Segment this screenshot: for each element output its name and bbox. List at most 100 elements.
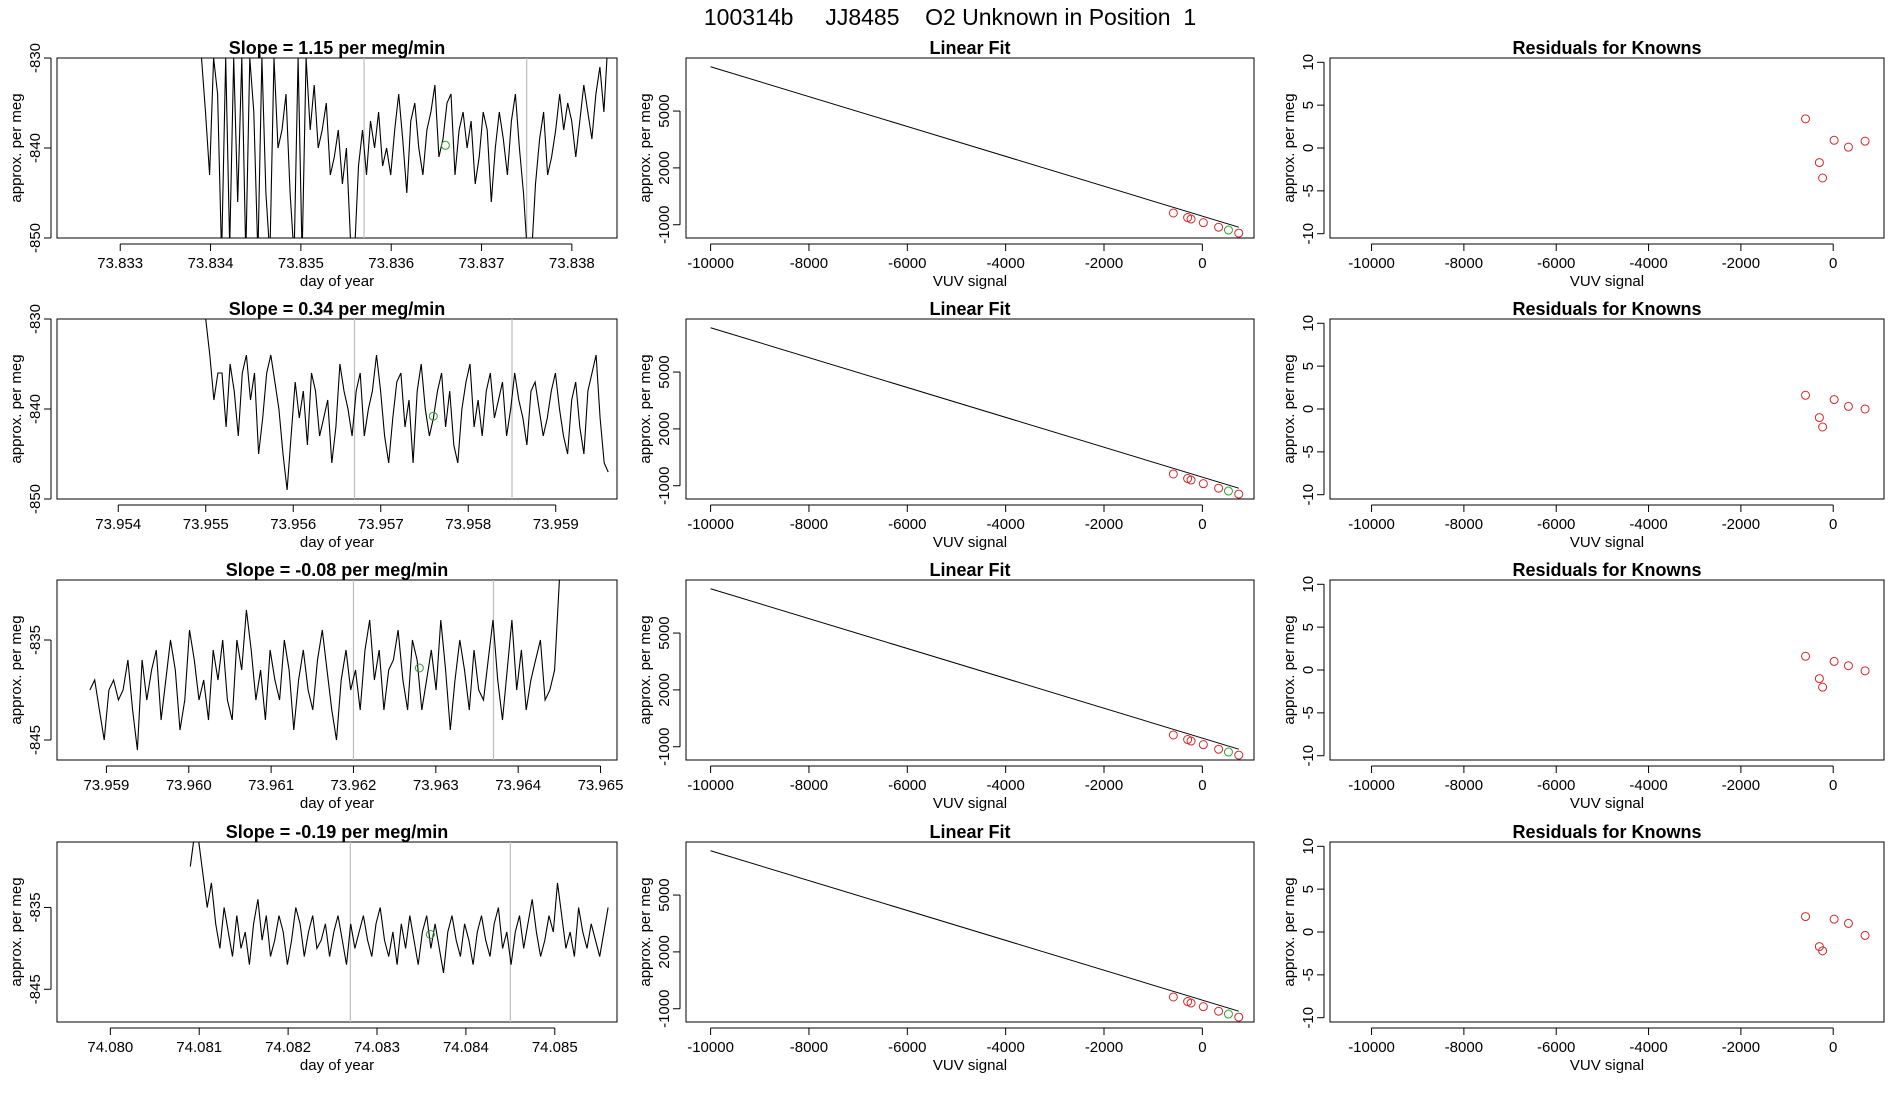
chart-12-y-tick-label: 10 <box>1300 838 1317 855</box>
chart-11-known-point <box>1214 1006 1224 1016</box>
chart-9-y-tick-label: 10 <box>1300 576 1317 593</box>
chart-8-y-tick-label: -1000 <box>656 728 673 766</box>
chart-9-residual-point <box>1801 651 1811 661</box>
chart-9-residual-point <box>1814 674 1824 684</box>
chart-6-x-tick-label: -2000 <box>1722 516 1760 533</box>
chart-2-x-tick-label: -8000 <box>790 255 828 272</box>
chart-3-residual-point <box>1814 158 1824 168</box>
chart-2-x-tick-label: -4000 <box>986 255 1024 272</box>
chart-6-residual-point <box>1801 390 1811 400</box>
chart-6-y-tick-label: -5 <box>1300 445 1317 458</box>
chart-5-unknown-point <box>1223 486 1233 496</box>
chart-5-known-point <box>1234 489 1244 499</box>
chart-9-plot-frame <box>1329 579 1885 761</box>
chart-1-title: Slope = 1.15 per meg/min <box>229 38 446 58</box>
chart-7-title: Slope = -0.08 per meg/min <box>226 560 449 580</box>
chart-3-title: Residuals for Knowns <box>1512 38 1701 58</box>
chart-5-known-point <box>1214 483 1224 493</box>
chart-4-x-tick-label: 73.958 <box>445 516 491 533</box>
chart-4-y-axis-label: approx. per meg <box>8 354 25 463</box>
chart-11-title: Linear Fit <box>929 822 1010 842</box>
chart-2-x-tick-label: -2000 <box>1085 255 1123 272</box>
chart-9-y-tick-label: -10 <box>1300 745 1317 767</box>
chart-1-unknown-point <box>440 140 450 150</box>
chart-6-residual-point <box>1814 413 1824 423</box>
chart-9-title: Residuals for Knowns <box>1512 560 1701 580</box>
chart-1-y-axis-label: approx. per meg <box>8 93 25 202</box>
chart-8-known-point <box>1214 744 1224 754</box>
chart-8-known-point <box>1168 730 1178 740</box>
chart-3-y-tick-label: 5 <box>1300 101 1317 109</box>
chart-5-fit-line <box>710 327 1239 489</box>
chart-5-y-axis-label: approx. per meg <box>637 354 654 463</box>
page-title: 100314b JJ8485 O2 Unknown in Position 1 <box>703 4 1197 30</box>
chart-12-y-tick-label: -10 <box>1300 1007 1317 1029</box>
chart-9-x-tick-label: -10000 <box>1348 777 1395 794</box>
chart-2-known-point <box>1214 222 1224 232</box>
chart-11-x-tick-label: -4000 <box>986 1039 1024 1056</box>
chart-8-y-tick-label: 2000 <box>656 673 673 706</box>
chart-12-x-tick-label: -6000 <box>1537 1039 1575 1056</box>
chart-4-x-tick-label: 73.959 <box>533 516 579 533</box>
chart-1-y-tick-label: -850 <box>27 223 44 253</box>
chart-3-plot-frame <box>1329 57 1885 239</box>
chart-12-residual-point <box>1818 946 1828 956</box>
chart-2-y-tick-label: -1000 <box>656 206 673 244</box>
chart-11-x-tick-label: -2000 <box>1085 1039 1123 1056</box>
chart-7-y-tick-label: -835 <box>27 625 44 655</box>
chart-12-y-tick-label: 0 <box>1300 928 1317 936</box>
chart-5-x-tick-label: -6000 <box>888 516 926 533</box>
chart-10-x-tick-label: 74.084 <box>443 1039 489 1056</box>
chart-2-known-point <box>1168 208 1178 218</box>
chart-11-x-tick-label: -6000 <box>888 1039 926 1056</box>
chart-7-y-axis-label: approx. per meg <box>8 615 25 724</box>
chart-3-y-tick-label: 10 <box>1300 54 1317 71</box>
chart-12-y-tick-label: 5 <box>1300 885 1317 893</box>
chart-9-x-tick-label: -8000 <box>1445 777 1483 794</box>
chart-5-y-tick-label: 5000 <box>656 355 673 388</box>
chart-6-x-axis-label: VUV signal <box>1570 534 1644 551</box>
chart-7-unknown-point <box>414 663 424 673</box>
chart-10-x-tick-label: 74.082 <box>265 1039 311 1056</box>
chart-9-y-tick-label: -5 <box>1300 706 1317 719</box>
chart-10-x-tick-label: 74.085 <box>532 1039 578 1056</box>
chart-1-y-tick-label: -840 <box>27 133 44 163</box>
chart-4-y-tick-label: -850 <box>27 484 44 514</box>
chart-9-y-tick-label: 0 <box>1300 666 1317 674</box>
chart-8-x-tick-label: 0 <box>1198 777 1206 794</box>
chart-3-x-tick-label: -6000 <box>1537 255 1575 272</box>
chart-5-y-tick-label: 2000 <box>656 412 673 445</box>
chart-10-x-axis-label: day of year <box>300 1057 374 1074</box>
chart-4-x-tick-label: 73.956 <box>270 516 316 533</box>
chart-11-x-axis-label: VUV signal <box>933 1057 1007 1074</box>
chart-12-x-tick-label: -2000 <box>1722 1039 1760 1056</box>
chart-4-title: Slope = 0.34 per meg/min <box>229 299 446 319</box>
chart-9-x-axis-label: VUV signal <box>1570 795 1644 812</box>
chart-11-plot-frame <box>685 841 1255 1023</box>
chart-2-title: Linear Fit <box>929 38 1010 58</box>
chart-5-plot-frame <box>685 318 1255 500</box>
chart-2-x-tick-label: -6000 <box>888 255 926 272</box>
chart-7-y-tick-label: -845 <box>27 725 44 755</box>
chart-12-x-tick-label: -10000 <box>1348 1039 1395 1056</box>
chart-4-plot-frame <box>56 318 618 500</box>
chart-11-unknown-point <box>1223 1009 1233 1019</box>
chart-12-y-axis-label: approx. per meg <box>1281 877 1298 986</box>
chart-6-x-tick-label: -6000 <box>1537 516 1575 533</box>
chart-1-x-tick-label: 73.834 <box>188 255 234 272</box>
chart-8-y-tick-label: 5000 <box>656 616 673 649</box>
chart-7-x-tick-label: 73.959 <box>83 777 129 794</box>
chart-4-y-tick-label: -830 <box>27 304 44 334</box>
chart-9-residual-point <box>1818 682 1828 692</box>
chart-3-residual-point <box>1818 173 1828 183</box>
chart-10-y-tick-label: -835 <box>27 892 44 922</box>
chart-2-x-tick-label: -10000 <box>687 255 734 272</box>
chart-8-x-tick-label: -6000 <box>888 777 926 794</box>
chart-7-series-line <box>89 580 560 751</box>
chart-9-residual-point <box>1829 656 1839 666</box>
chart-4-x-axis-label: day of year <box>300 534 374 551</box>
chart-5-known-point <box>1186 475 1196 485</box>
chart-1-x-tick-label: 73.836 <box>368 255 414 272</box>
chart-5-x-tick-label: 0 <box>1198 516 1206 533</box>
chart-11-known-point <box>1198 1002 1208 1012</box>
